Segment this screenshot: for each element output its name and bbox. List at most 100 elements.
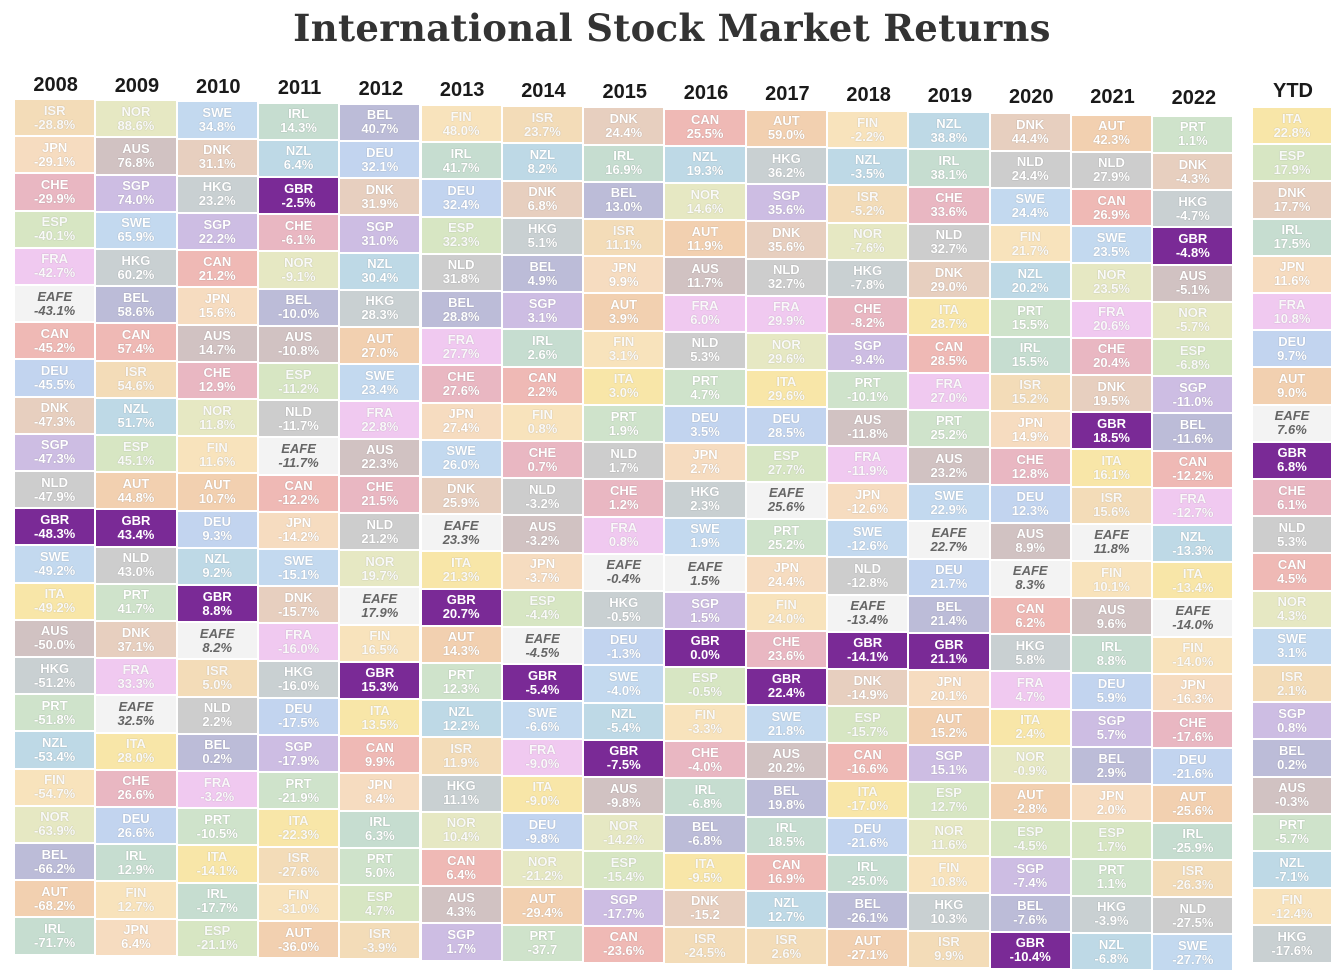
cell-2020-nor: NOR -0.9% (990, 746, 1072, 784)
country-code: ISR (694, 930, 716, 946)
country-code: NLD (285, 403, 312, 419)
country-code: NZL (773, 894, 799, 910)
return-value: -12.4% (1271, 905, 1313, 921)
return-value: 10.3% (930, 910, 968, 926)
cell-2017-jpn: JPN 24.4% (746, 557, 828, 595)
return-value: -14.0% (1172, 654, 1214, 670)
country-code: HKG (1277, 928, 1307, 944)
country-code: NZL (367, 256, 393, 272)
country-code: ESP (692, 670, 719, 686)
country-code: NOR (1277, 594, 1307, 610)
cell-2014-isr: ISR 23.7% (502, 107, 585, 145)
country-code: CAN (528, 370, 557, 386)
cell-2008-fra: FRA -42.7% (15, 248, 97, 286)
country-code: PRT (610, 408, 637, 424)
return-value: 18.5% (767, 834, 805, 850)
cell-2014-gbr: GBR -5.4% (502, 665, 585, 703)
return-value: 6.4% (121, 936, 151, 952)
country-code: DNK (284, 589, 313, 605)
cell-2010-deu: DEU 9.3% (177, 511, 259, 549)
cell-2022-fin: FIN -14.0% (1153, 637, 1235, 675)
year-header-2012: 2012 (358, 77, 404, 100)
cell-2018-irl: IRL -25.0% (828, 856, 910, 894)
country-code: EAFE (931, 524, 967, 540)
return-value: 23.7% (524, 123, 561, 139)
cell-2019-isr: ISR 9.9% (909, 931, 991, 969)
country-code: PRT (285, 775, 312, 791)
country-code: SGP (1278, 705, 1306, 721)
cell-2011-gbr: GBR -2.5% (258, 178, 341, 216)
country-code: DNK (365, 181, 394, 197)
cell-2020-jpn: JPN 14.9% (990, 412, 1072, 450)
country-code: SGP (935, 748, 963, 764)
country-code: IRL (1019, 340, 1041, 356)
country-code: NZL (1279, 854, 1305, 870)
cell-2021-eafe: EAFE 11.8% (1071, 524, 1154, 562)
return-value: 24.4% (605, 124, 643, 140)
year-header-2021: 2021 (1090, 86, 1135, 109)
cell-2011-deu: DEU -17.5% (258, 698, 341, 736)
cell-2021-aus: AUS 9.6% (1071, 599, 1154, 637)
country-code: BEL (692, 818, 719, 834)
country-code: BEL (529, 258, 556, 274)
cell-2016-nld: NLD 5.3% (665, 332, 747, 370)
country-code: PRT (529, 928, 556, 944)
return-value: 19.8% (767, 796, 805, 812)
country-code: EAFE (769, 485, 804, 501)
return-value: 0.8% (608, 534, 639, 550)
year-header-2018: 2018 (846, 83, 891, 106)
return-value: -51.8% (34, 711, 76, 727)
country-code: EAFE (1175, 602, 1211, 618)
cell-2014-nld: NLD -3.2% (502, 479, 585, 517)
return-value: -16.3% (1172, 691, 1214, 707)
return-value: 3.5% (690, 423, 720, 439)
cell-2015-eafe: EAFE -0.4% (584, 554, 666, 592)
return-value: 15.3% (361, 679, 399, 695)
country-code: SWE (608, 668, 639, 684)
country-code: PRT (448, 666, 475, 682)
return-value: 1.5% (690, 609, 720, 625)
country-code: HKG (40, 660, 70, 676)
return-value: 11.7% (686, 274, 724, 290)
return-value: 19.5% (1093, 392, 1130, 408)
cell-2011-can: CAN -12.2% (258, 475, 341, 513)
country-code: HKG (934, 896, 964, 912)
country-code: DEU (366, 144, 394, 160)
cell-2012-gbr: GBR 15.3% (340, 662, 422, 700)
return-value: 29.0% (930, 278, 968, 294)
return-value: -27.6% (277, 864, 320, 880)
cell-2019-dnk: DNK 29.0% (909, 262, 991, 300)
cell-2016-isr: ISR -24.5% (665, 928, 747, 966)
return-value: -7.6% (1013, 912, 1048, 928)
return-value: -9.5% (688, 870, 723, 886)
year-header-2010: 2010 (195, 75, 241, 98)
return-value: -25.6% (1172, 802, 1214, 818)
cell-2022-irl: IRL -25.9% (1153, 823, 1235, 861)
cell-2010-bel: BEL 0.2% (177, 734, 259, 772)
return-value: -3.9% (1094, 913, 1129, 929)
cell-2015-deu: DEU -1.3% (584, 629, 666, 667)
cell-2013-swe: SWE 26.0% (421, 440, 503, 478)
cell-2013-nzl: NZL 12.2% (421, 701, 503, 739)
cell-2017-isr: ISR 2.6% (746, 929, 828, 967)
cell-2010-che: CHE 12.9% (177, 362, 259, 400)
cell-2010-nor: NOR 11.8% (177, 400, 259, 438)
cell-2018-swe: SWE -12.6% (828, 521, 910, 559)
return-value: 17.9% (1273, 161, 1311, 177)
country-code: PRT (366, 851, 393, 867)
return-value: -6.8% (688, 795, 723, 811)
cell-2008-nzl: NZL -53.4% (15, 732, 97, 770)
country-code: DNK (609, 110, 638, 126)
country-code: AUS (203, 328, 231, 344)
cell-2014-hkg: HKG 5.1% (502, 218, 585, 256)
cell-2020-aus: AUS 8.9% (990, 523, 1072, 561)
return-value: 2.3% (690, 498, 720, 514)
country-code: SGP (1179, 379, 1207, 395)
cell-2018-deu: DEU -21.6% (828, 818, 910, 856)
cell-2010-aut: AUT 10.7% (177, 474, 259, 512)
country-code: GBR (690, 632, 720, 648)
country-code: GBR (446, 592, 476, 608)
return-value: -26.3% (1172, 877, 1214, 893)
return-value: -17.7% (603, 906, 645, 922)
return-value: -45.5% (34, 376, 76, 392)
